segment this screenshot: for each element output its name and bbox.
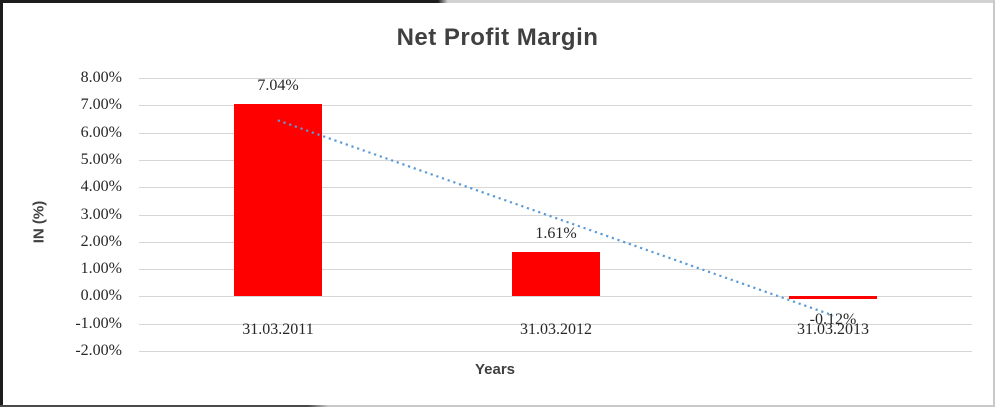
chart-title: Net Profit Margin <box>396 24 599 51</box>
x-category-label-0: 31.03.2011 <box>242 321 314 338</box>
gridline <box>139 324 972 325</box>
gridline <box>139 105 972 106</box>
gridline <box>139 296 972 297</box>
gridline <box>139 215 972 216</box>
x-axis-title: Years <box>474 361 516 378</box>
frame-border-left <box>0 0 3 407</box>
y-tick-label: 6.00% <box>80 124 122 141</box>
bar-0 <box>234 104 322 296</box>
bar-2 <box>789 296 877 299</box>
gridline <box>139 187 972 188</box>
y-tick-label: 0.00% <box>80 287 122 304</box>
y-tick-label: 2.00% <box>80 233 122 250</box>
y-tick-label: 5.00% <box>80 151 122 168</box>
y-tick-label: 7.00% <box>80 96 122 113</box>
gridline <box>139 351 972 352</box>
data-label-0: 7.04% <box>257 77 299 94</box>
y-tick-label: -2.00% <box>75 342 122 359</box>
y-tick-label: 4.00% <box>80 178 122 195</box>
data-label-1: 1.61% <box>535 225 577 242</box>
x-category-label-1: 31.03.2012 <box>520 321 592 338</box>
y-tick-label: -1.00% <box>75 315 122 332</box>
data-label-2: -0.12% <box>809 311 857 328</box>
y-tick-label: 3.00% <box>80 206 122 223</box>
gridline <box>139 242 972 243</box>
bar-1 <box>512 252 600 296</box>
y-tick-label: 1.00% <box>80 260 122 277</box>
gridline <box>139 78 972 79</box>
gridline <box>139 133 972 134</box>
frame-border-right <box>993 0 995 407</box>
gridline <box>139 160 972 161</box>
frame-border-top <box>0 0 995 3</box>
x-category-label-2: 31.03.2013 <box>797 321 869 338</box>
frame-border-bottom <box>0 405 995 407</box>
y-tick-label: 8.00% <box>80 69 122 86</box>
